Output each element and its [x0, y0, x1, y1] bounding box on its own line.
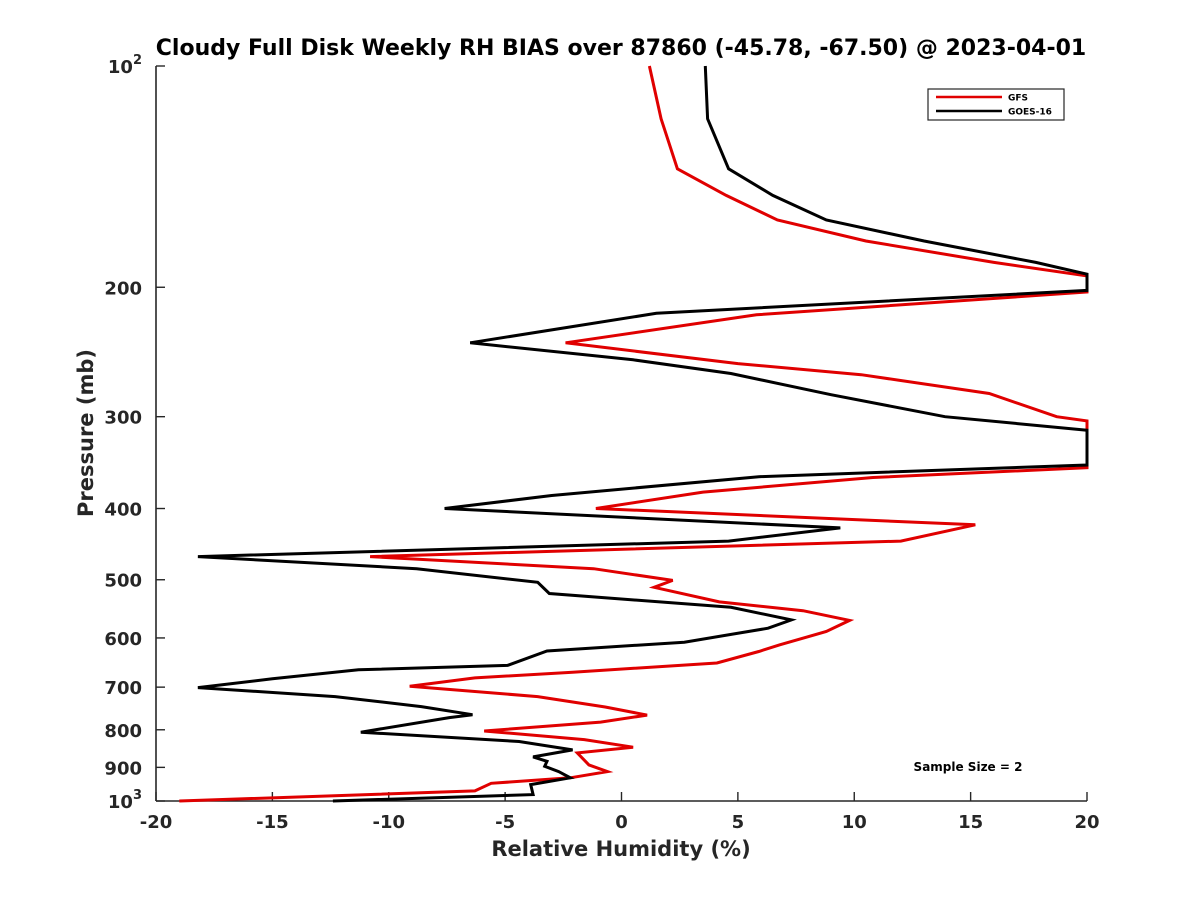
legend: GFS GOES-16: [927, 88, 1065, 121]
x-tick-label: -5: [495, 812, 515, 833]
legend-box: [927, 88, 1065, 121]
legend-entry-label: GFS: [1008, 94, 1028, 104]
x-tick-label: 15: [958, 812, 983, 833]
y-tick-label: 800: [104, 721, 142, 742]
plot-area: [155, 66, 1087, 802]
x-tick-label: -20: [140, 812, 173, 833]
y-tick-label: 900: [104, 758, 142, 779]
x-tick-label: 5: [732, 812, 745, 833]
series-lines: [179, 65, 1089, 803]
chart-title: Cloudy Full Disk Weekly RH BIAS over 878…: [156, 36, 1086, 61]
y-tick-label: 300: [104, 408, 142, 429]
y-axis-label: Pressure (mb): [74, 349, 98, 517]
x-tick-label: 0: [615, 812, 628, 833]
y-tick-label: 600: [104, 629, 142, 650]
y-tick-label: 500: [104, 571, 142, 592]
y-tick-label: 200: [104, 278, 142, 299]
x-tick-label: 10: [842, 812, 867, 833]
y-tick-label: 102: [108, 53, 142, 78]
y-tick-label: 103: [108, 788, 142, 813]
x-tick-label: -10: [372, 812, 405, 833]
y-tick-label: 400: [104, 500, 142, 521]
y-tick-label: 700: [104, 678, 142, 699]
x-tick-label: -15: [256, 812, 289, 833]
x-axis-label: Relative Humidity (%): [491, 837, 750, 861]
axis-ticks: -20 -15 -10 -5 0 5 10 15 20 102 200 300 400 500 600 700…: [104, 53, 1099, 833]
legend-entry-label: GOES-16: [1008, 108, 1052, 118]
x-tick-label: 20: [1074, 812, 1099, 833]
series-line-gfs: [179, 65, 1089, 803]
sample-size-annotation: Sample Size = 2: [914, 760, 1023, 774]
series-line-goes-16: [197, 65, 1089, 803]
